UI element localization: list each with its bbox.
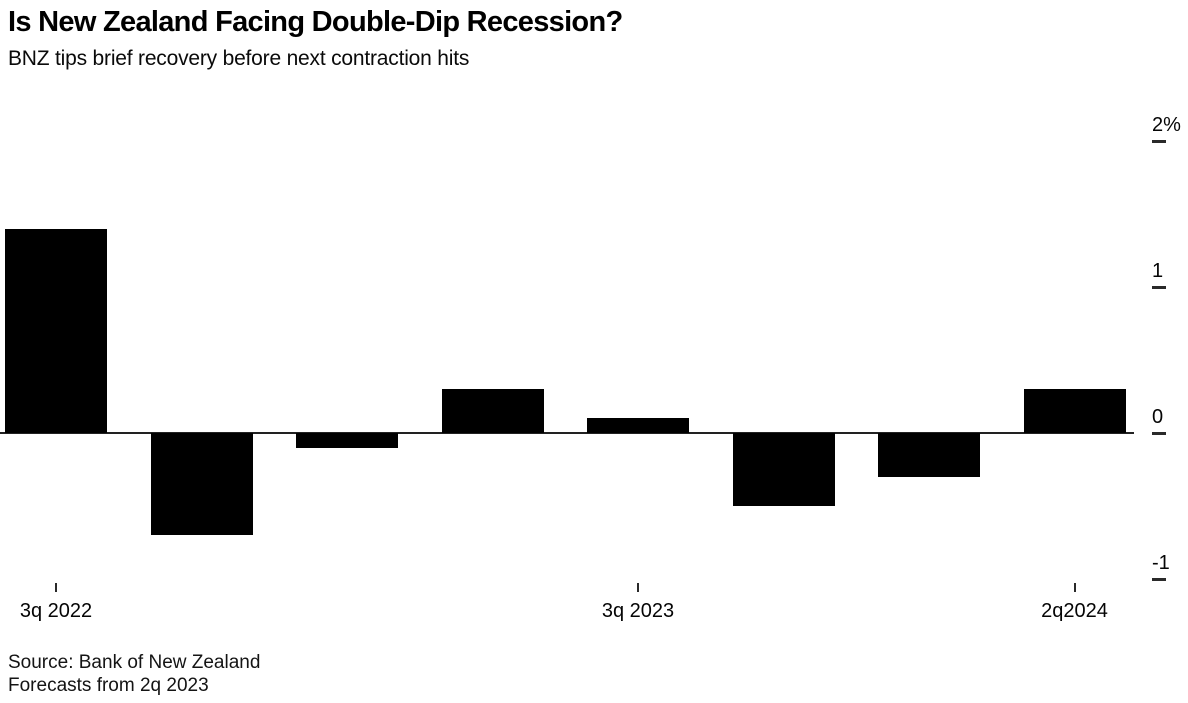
bar (296, 433, 398, 448)
x-axis-label: 3q 2022 (19, 600, 93, 622)
bar (1023, 389, 1126, 433)
bar (878, 433, 980, 477)
x-axis-tick (1073, 583, 1076, 592)
y-axis-tick (1152, 577, 1166, 581)
chart-title: Is New Zealand Facing Double-Dip Recessi… (8, 6, 623, 38)
x-axis-label: 2q2024 (1041, 600, 1108, 622)
source-note: Source: Bank of New Zealand Forecasts fr… (8, 651, 260, 697)
x-axis-tick (55, 583, 57, 592)
y-axis-tick (1152, 285, 1166, 289)
bar (587, 418, 689, 433)
bar (441, 389, 544, 433)
source-line: Source: Bank of New Zealand (8, 652, 261, 673)
y-axis-tick (1152, 431, 1166, 435)
bar (150, 433, 253, 536)
x-axis-tick (637, 583, 639, 592)
chart-subtitle: BNZ tips brief recovery before next cont… (8, 47, 470, 70)
x-axis-label: 3q 2023 (601, 600, 675, 622)
y-axis-label: 2% (1152, 114, 1181, 136)
y-axis-label: 0 (1152, 406, 1164, 428)
y-axis-tick (1152, 139, 1166, 143)
x-axis-baseline (0, 432, 1134, 434)
chart-header: Is New Zealand Facing Double-Dip Recessi… (8, 5, 623, 72)
y-axis-label: 1 (1152, 260, 1164, 282)
bar (5, 228, 107, 433)
bar (732, 433, 835, 506)
y-axis-label: -1 (1152, 552, 1170, 574)
forecast-note: Forecasts from 2q 2023 (8, 675, 209, 696)
